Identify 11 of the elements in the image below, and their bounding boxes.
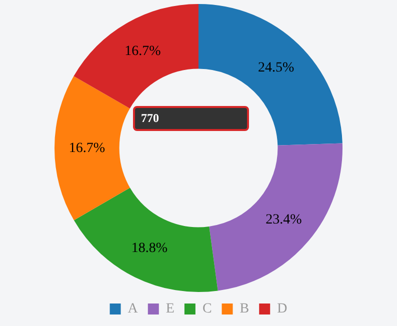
text: 770 <box>133 106 249 131</box>
data-label: 16.7% <box>124 44 162 60</box>
legend-label: D <box>277 302 288 317</box>
legend-label: E <box>166 302 174 317</box>
data-label: 16.7% <box>68 140 106 156</box>
legend-label: A <box>128 302 139 317</box>
data-label: 18.8% <box>131 240 168 256</box>
legend-label: C <box>202 302 212 317</box>
data-label: 23.4% <box>266 212 302 228</box>
data-label: 24.5% <box>258 60 295 76</box>
legend-label: B <box>240 302 250 317</box>
